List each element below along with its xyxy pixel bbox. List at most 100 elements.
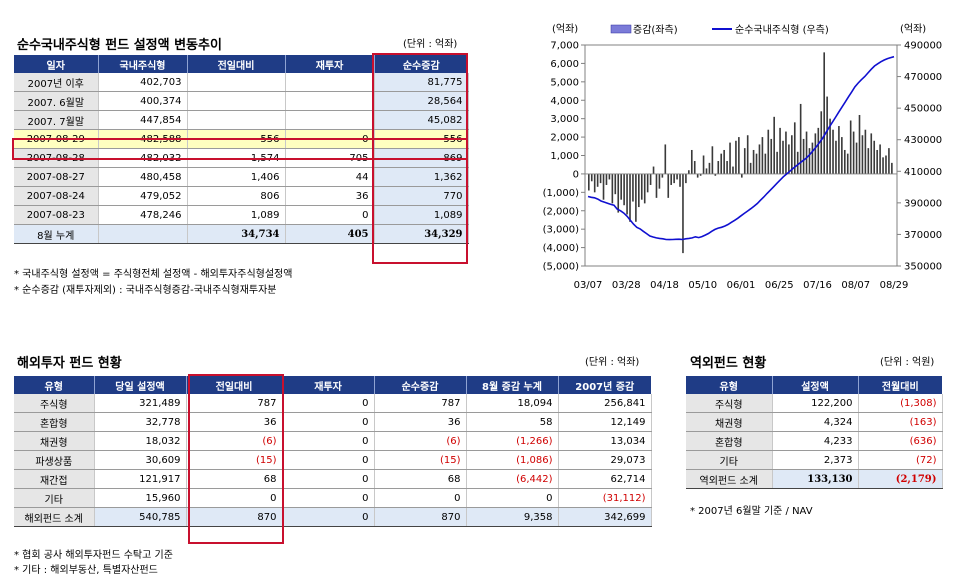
bar: [617, 173, 620, 213]
cell: 18,032: [94, 431, 187, 451]
bar: [635, 173, 637, 222]
cell: 0: [282, 431, 375, 451]
left-tick-label: (4,000): [543, 243, 580, 254]
row-label: 2007. 6월말: [14, 91, 99, 111]
bar: [638, 173, 640, 208]
x-tick-label: 05/10: [688, 280, 717, 291]
bar: [885, 155, 887, 174]
bar: [741, 173, 743, 178]
header-0: 유형: [14, 376, 95, 394]
cell: 405: [285, 224, 375, 244]
bar: [767, 129, 770, 174]
bar: [688, 170, 690, 174]
cell: 29,073: [558, 450, 652, 470]
bar: [608, 173, 611, 180]
table-row: 2007. 7월말 447,854 45,082: [14, 110, 469, 130]
bar: [590, 173, 593, 182]
bar: [876, 149, 878, 174]
bar: [632, 173, 634, 202]
bar: [793, 122, 796, 174]
cell: 32,778: [94, 412, 187, 432]
bar: [732, 166, 734, 174]
header-2: 전일대비: [187, 55, 286, 73]
cell: (1,266): [466, 431, 559, 451]
cell: 480,458: [98, 167, 188, 187]
cell: [187, 91, 286, 111]
bar: [661, 173, 664, 178]
bar: [726, 161, 728, 174]
cell: 45,082: [374, 110, 469, 130]
bar: [588, 173, 590, 191]
row-label: 8월 누계: [14, 224, 99, 244]
right-tick-label: 350000: [904, 262, 942, 273]
bar: [699, 173, 702, 176]
cell: 81,775: [374, 73, 469, 92]
bar: [720, 153, 723, 174]
bar: [835, 140, 837, 174]
bar: [779, 127, 781, 174]
cell: 479,052: [98, 186, 188, 206]
table-row: 2007-08-27 480,458 1,406 44 1,362: [14, 167, 469, 187]
cell: 12,149: [558, 412, 652, 432]
header-3: 재투자: [285, 55, 375, 73]
cell: 0: [186, 488, 283, 508]
cell: (1,308): [858, 394, 943, 413]
bar: [888, 148, 890, 174]
header-1: 설정액: [772, 376, 859, 394]
table-row: 파생상품 30,609 (15) 0 (15) (1,086) 29,073: [14, 450, 652, 470]
cell: 0: [282, 469, 375, 489]
right-tick-label: 450000: [904, 104, 942, 115]
legend-bar-swatch: [610, 24, 632, 34]
table-row: 주식형 321,489 787 0 787 18,094 256,841: [14, 394, 652, 413]
cell: 0: [282, 450, 375, 470]
bar: [593, 173, 596, 193]
right-axis-label: (억좌): [900, 23, 926, 35]
cell: 122,200: [772, 394, 859, 413]
bar: [861, 135, 864, 174]
cell: [98, 224, 188, 244]
cell: 68: [186, 469, 283, 489]
left-tick-label: (3,000): [543, 225, 580, 236]
x-tick-label: 06/25: [765, 280, 794, 291]
legend-bar-label: 증감(좌측): [633, 24, 678, 36]
bar: [711, 146, 714, 174]
cell: 9,358: [466, 507, 559, 527]
cell: 0: [282, 394, 375, 413]
left-tick-label: 3,000: [550, 114, 579, 125]
cell: 556: [374, 129, 469, 149]
cell: (31,112): [558, 488, 652, 508]
cell: (2,179): [858, 469, 943, 489]
cell: [187, 73, 286, 92]
cell: 68: [374, 469, 467, 489]
cell: 0: [374, 488, 467, 508]
left-tick-label: 0: [573, 169, 579, 180]
bar: [605, 173, 608, 185]
cell: 1,406: [187, 167, 286, 187]
bar: [838, 126, 840, 174]
cell: 402,703: [98, 73, 188, 92]
bar: [864, 129, 867, 174]
row-label: 재간접: [14, 469, 95, 489]
x-tick-label: 08/07: [841, 280, 870, 291]
bar: [738, 137, 740, 174]
x-tick-label: 07/16: [803, 280, 832, 291]
bar: [611, 173, 614, 204]
cell: 36: [186, 412, 283, 432]
bar: [708, 162, 711, 174]
cell: 556: [187, 129, 286, 149]
cell: 34,734: [187, 224, 286, 244]
cell: 447,854: [98, 110, 188, 130]
header-3: 재투자: [282, 376, 375, 394]
row-label: 혼합형: [686, 431, 773, 451]
table-row: 채권형 4,324 (163): [686, 412, 943, 432]
cell: 256,841: [558, 394, 652, 413]
header-4: 순수증감: [374, 55, 468, 73]
cell: 400,374: [98, 91, 188, 111]
fund-balance-line: [587, 55, 895, 241]
section3-title: 역외펀드 현황: [690, 356, 767, 371]
cell: 13,034: [558, 431, 652, 451]
table-row: 혼합형 4,233 (636): [686, 431, 943, 451]
total-row: 역외펀드 소계 133,130 (2,179): [686, 469, 943, 489]
section1-note-1: * 국내주식형 설정액 = 주식형전체 설정액 - 해외투자주식형설정액: [14, 269, 293, 280]
bar: [873, 140, 876, 174]
